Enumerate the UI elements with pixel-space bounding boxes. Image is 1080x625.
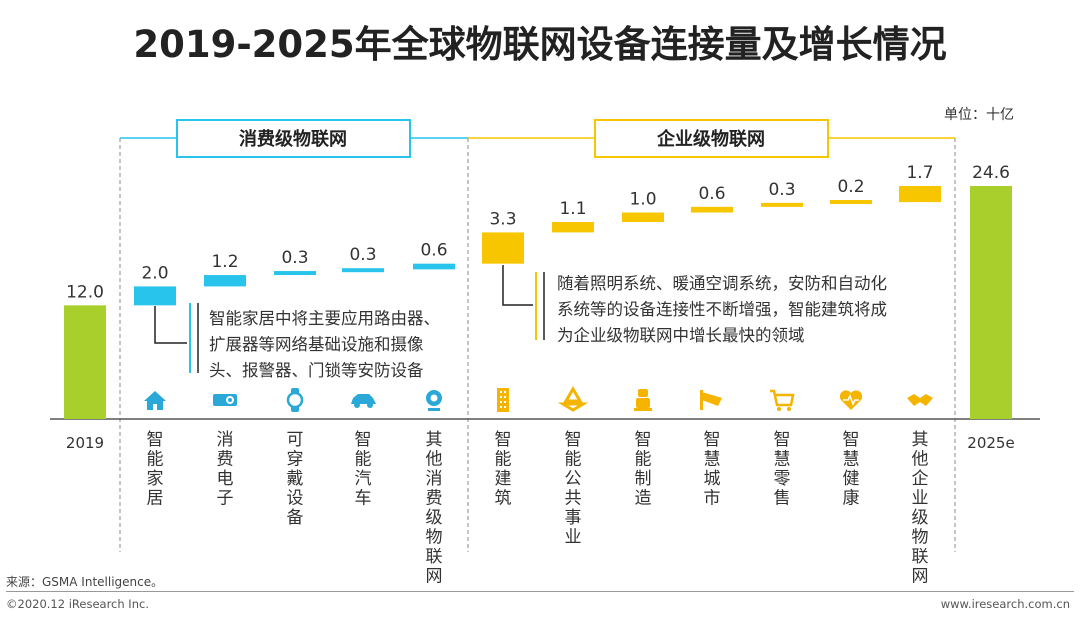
waterfall-bar-7	[552, 221, 594, 233]
waterfall-bar-10	[761, 202, 803, 207]
website-link[interactable]: www.iresearch.com.cn	[940, 597, 1070, 611]
consumer-note-connector	[154, 306, 187, 344]
smartwatch-icon	[286, 388, 304, 412]
waterfall-bar-9	[691, 206, 733, 213]
handshake-icon	[907, 394, 933, 406]
category-label-5: 其他消费级物联网	[426, 430, 443, 587]
value-label-2: 1.2	[211, 252, 238, 272]
consumer-note-line-1: 智能家居中将主要应用路由器、	[209, 309, 440, 328]
enterprise-group-box	[594, 119, 829, 158]
category-label-11: 智慧健康	[843, 430, 860, 509]
consumer-group-label: 消费级物联网	[239, 128, 347, 150]
value-label-6: 3.3	[489, 209, 516, 229]
consumer-note: 智能家居中将主要应用路由器、 扩展器等网络基础设施和摄像 头、报警器、门锁等安防…	[209, 306, 440, 384]
value-label-4: 0.3	[349, 245, 376, 265]
waterfall-bar-0	[64, 305, 106, 419]
consumer-group-box	[176, 119, 411, 158]
building-icon	[497, 388, 509, 412]
waterfall-bar-4	[342, 268, 384, 273]
value-label-8: 1.0	[629, 190, 656, 210]
category-label-8: 智能制造	[635, 430, 652, 509]
robot-icon	[634, 389, 652, 411]
surveillance-camera-icon	[700, 390, 722, 410]
house-icon	[144, 391, 166, 410]
category-label-13: 2025e	[967, 434, 1014, 452]
source-note: 来源：GSMA Intelligence。	[6, 575, 164, 589]
category-label-6: 智能建筑	[495, 430, 512, 509]
enterprise-note-line-2: 系统等的设备连接性不断增强，智能建筑将成	[557, 300, 887, 319]
car-icon	[351, 394, 376, 408]
waterfall-bar-11	[830, 199, 872, 204]
copyright: ©2020.12 iResearch Inc.	[6, 597, 149, 611]
heart-pulse-icon	[839, 390, 863, 410]
projector-icon	[213, 394, 237, 406]
enterprise-note-connector	[502, 265, 533, 306]
enterprise-note: 随着照明系统、暖通空调系统，安防和自动化 系统等的设备连接性不断增强，智能建筑将…	[557, 271, 887, 349]
category-label-7: 智能公共事业	[565, 430, 582, 548]
waterfall-bar-13	[970, 186, 1012, 419]
recycle-icon	[557, 386, 589, 412]
value-label-9: 0.6	[698, 184, 725, 204]
category-label-4: 智能汽车	[355, 430, 372, 509]
footer-divider	[6, 591, 1074, 592]
consumer-note-line-2: 扩展器等网络基础设施和摄像	[209, 335, 424, 354]
enterprise-note-line-1: 随着照明系统、暖通空调系统，安防和自动化	[557, 274, 887, 293]
category-label-10: 智慧零售	[774, 430, 791, 509]
value-label-12: 1.7	[906, 163, 933, 183]
consumer-note-line-3: 头、报警器、门锁等安防设备	[209, 361, 424, 380]
category-label-3: 可穿戴设备	[287, 430, 304, 528]
value-label-7: 1.1	[559, 199, 586, 219]
value-label-3: 0.3	[281, 248, 308, 268]
value-label-0: 12.0	[66, 282, 104, 302]
waterfall-bar-2	[204, 275, 246, 287]
value-label-10: 0.3	[768, 180, 795, 200]
category-label-12: 其他企业级物联网	[912, 430, 929, 587]
value-label-5: 0.6	[420, 241, 447, 261]
category-label-1: 智能家居	[147, 430, 164, 509]
waterfall-bar-12	[899, 186, 941, 203]
chart-title: 2019-2025年全球物联网设备连接量及增长情况	[133, 23, 947, 66]
waterfall-bar-8	[622, 212, 664, 222]
value-label-13: 24.6	[972, 163, 1010, 183]
webcam-icon	[426, 390, 442, 411]
shopping-cart-icon	[770, 389, 795, 411]
category-label-2: 消费电子	[217, 430, 234, 509]
value-label-1: 2.0	[141, 263, 168, 283]
waterfall-bar-6	[482, 232, 524, 264]
category-label-0: 2019	[66, 434, 104, 452]
unit-label: 单位：十亿	[944, 107, 1014, 123]
enterprise-note-line-3: 为企业级物联网中增长最快的领域	[557, 326, 805, 345]
value-label-11: 0.2	[837, 177, 864, 197]
waterfall-bar-3	[274, 271, 316, 276]
category-label-9: 智慧城市	[704, 430, 721, 509]
enterprise-group-label: 企业级物联网	[656, 128, 765, 150]
waterfall-bar-1	[134, 286, 176, 306]
waterfall-bar-5	[413, 263, 455, 270]
